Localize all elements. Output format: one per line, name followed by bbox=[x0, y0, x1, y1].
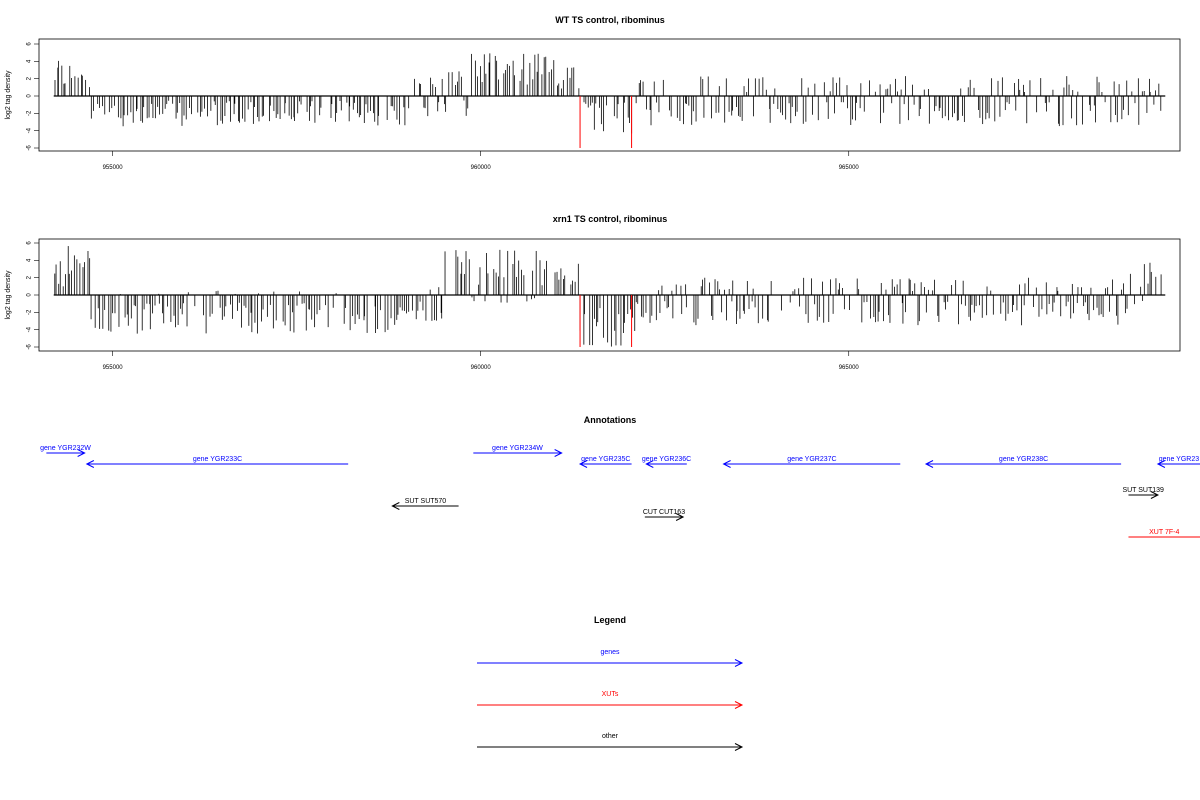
wt-axes: -6 -4 -2 0 2 4 6 955000 960000 965000 bbox=[27, 42, 860, 171]
y-tick-label: 0 bbox=[27, 94, 33, 98]
feature-label: gene YGR235C bbox=[581, 456, 630, 463]
feature-label: SUT SUT139 bbox=[1122, 487, 1164, 494]
y-tick-label: -4 bbox=[27, 326, 33, 332]
y-tick-label: 2 bbox=[27, 275, 33, 279]
x-tick-label: 965000 bbox=[839, 365, 860, 371]
x-tick-label: 960000 bbox=[471, 365, 492, 371]
legend-item-xuts: XUTs bbox=[477, 691, 744, 709]
feature-label: CUT CUT163 bbox=[643, 509, 685, 516]
y-tick-label: -4 bbox=[27, 127, 33, 133]
xrn1-track-panel: xrn1 TS control, ribominus log2 tag dens… bbox=[5, 214, 1181, 371]
y-tick-label: 2 bbox=[27, 76, 33, 80]
y-tick-label: 6 bbox=[27, 42, 33, 46]
xrn1-bars bbox=[53, 246, 1166, 347]
feature-arrowhead bbox=[77, 449, 86, 457]
feature-label: gene YGR237C bbox=[787, 456, 836, 463]
annotation-feature: CUT CUT163 bbox=[643, 509, 685, 521]
y-tick-label: 0 bbox=[27, 293, 33, 297]
xrn1-track-title: xrn1 TS control, ribominus bbox=[553, 214, 668, 224]
annotation-feature: gene YGR232W bbox=[40, 445, 91, 457]
feature-arrowhead bbox=[578, 460, 588, 468]
annotation-feature: gene YGR238C bbox=[924, 456, 1122, 468]
legend-panel: Legend genes XUTs other bbox=[477, 615, 744, 751]
wt-y-axis-label: log2 tag density bbox=[5, 70, 12, 120]
feature-arrowhead bbox=[554, 449, 563, 457]
legend-arrowhead bbox=[734, 659, 744, 667]
annotation-feature: XUT 7F-4 bbox=[1128, 529, 1200, 538]
annotation-feature: gene YGR234W bbox=[473, 445, 563, 457]
wt-track-title: WT TS control, ribominus bbox=[555, 15, 665, 25]
x-tick-label: 955000 bbox=[103, 165, 124, 171]
xrn1-y-axis-label: log2 tag density bbox=[5, 270, 12, 320]
legend-items: genes XUTs other bbox=[477, 649, 744, 751]
feature-label: XUT 7F-4 bbox=[1149, 529, 1179, 536]
wt-plot-frame bbox=[38, 38, 1181, 152]
annotation-feature: SUT SUT139 bbox=[1122, 487, 1164, 499]
legend-label: other bbox=[602, 733, 619, 740]
annotations-title: Annotations bbox=[584, 415, 637, 425]
feature-arrowhead bbox=[722, 460, 731, 468]
x-tick-label: 965000 bbox=[839, 165, 860, 171]
legend-arrowhead bbox=[734, 743, 744, 751]
feature-label: gene YGR232W bbox=[40, 445, 91, 452]
legend-item-genes: genes bbox=[477, 649, 744, 667]
y-tick-label: -6 bbox=[27, 344, 33, 350]
legend-title: Legend bbox=[594, 615, 626, 625]
annotation-feature: gene YGR235C bbox=[578, 456, 632, 468]
y-tick-label: 6 bbox=[27, 241, 33, 245]
feature-label: gene YGR233C bbox=[193, 456, 242, 463]
annotation-items: gene YGR232W gene YGR233C gene YGR234W gene… bbox=[40, 445, 1200, 538]
feature-label: gene YGR234W bbox=[492, 445, 543, 452]
wt-bars bbox=[53, 53, 1166, 148]
feature-label: gene YGR236C bbox=[642, 456, 691, 463]
y-tick-label: -6 bbox=[27, 145, 33, 151]
feature-label: gene YGR23 bbox=[1159, 456, 1199, 463]
feature-label: SUT SUT570 bbox=[405, 498, 447, 505]
feature-arrowhead bbox=[924, 460, 934, 468]
legend-item-other: other bbox=[477, 733, 744, 751]
feature-arrowhead bbox=[391, 502, 400, 510]
annotation-feature: SUT SUT570 bbox=[391, 498, 459, 510]
y-tick-label: 4 bbox=[27, 59, 33, 63]
x-tick-label: 960000 bbox=[471, 165, 492, 171]
feature-arrowhead bbox=[85, 460, 95, 468]
feature-label: gene YGR238C bbox=[999, 456, 1048, 463]
legend-label: genes bbox=[600, 649, 620, 656]
legend-arrowhead bbox=[734, 701, 744, 709]
legend-label: XUTs bbox=[602, 691, 619, 698]
feature-arrowhead bbox=[675, 513, 685, 521]
x-tick-label: 955000 bbox=[103, 365, 124, 371]
wt-track-panel: WT TS control, ribominus log2 tag densit… bbox=[5, 15, 1181, 171]
feature-arrowhead bbox=[1156, 460, 1166, 468]
y-tick-label: 4 bbox=[27, 258, 33, 262]
feature-arrowhead bbox=[1150, 491, 1160, 499]
feature-arrowhead bbox=[645, 460, 654, 468]
y-tick-label: -2 bbox=[27, 309, 33, 315]
annotation-feature: gene YGR233C bbox=[85, 456, 349, 468]
xrn1-axes: -6 -4 -2 0 2 4 6 955000 960000 965000 bbox=[27, 241, 860, 371]
annotation-feature: gene YGR236C bbox=[642, 456, 691, 468]
y-tick-label: -2 bbox=[27, 110, 33, 116]
annotation-feature: gene YGR23 bbox=[1156, 456, 1200, 468]
annotation-feature: gene YGR237C bbox=[722, 456, 901, 468]
